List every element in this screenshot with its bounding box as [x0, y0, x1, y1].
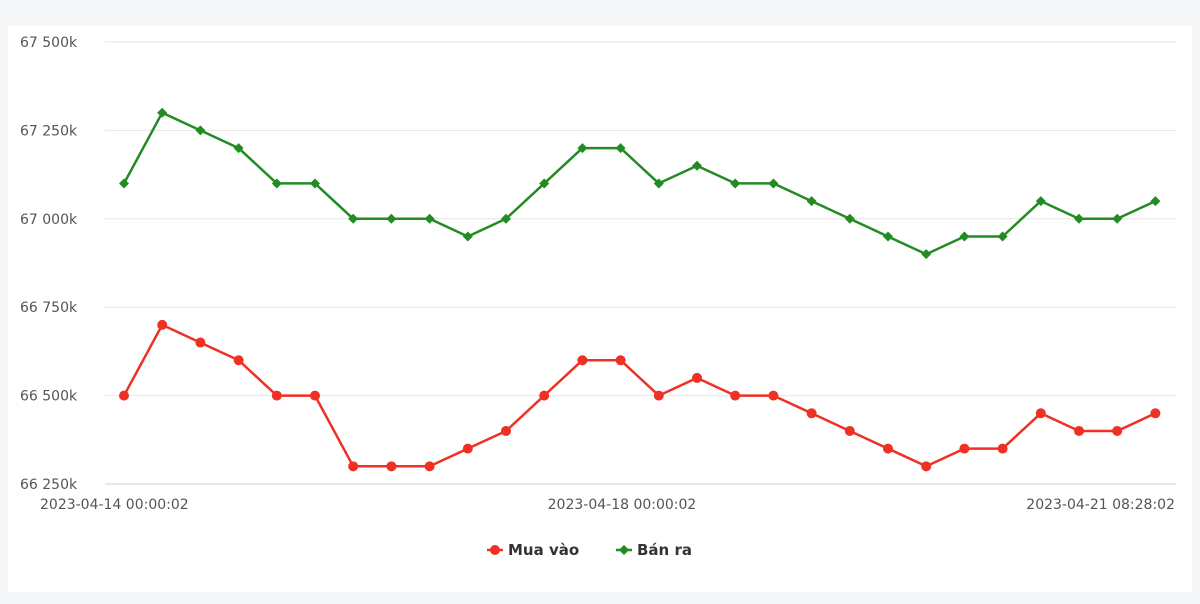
data-point[interactable] — [1035, 196, 1046, 207]
y-tick-label: 66 250k — [20, 477, 78, 493]
data-point[interactable] — [1112, 425, 1123, 436]
y-tick-label: 67 000k — [20, 212, 78, 228]
data-point[interactable] — [615, 355, 626, 366]
data-point[interactable] — [348, 461, 359, 472]
data-point[interactable] — [730, 390, 741, 401]
data-point[interactable] — [730, 178, 741, 189]
data-point[interactable] — [1035, 408, 1046, 419]
series-mua-vao[interactable] — [119, 319, 1161, 472]
legend-circle-icon — [490, 545, 500, 555]
data-point[interactable] — [119, 390, 129, 401]
x-tick-label: 2023-04-18 00:00:02 — [548, 497, 697, 513]
data-point[interactable] — [1074, 425, 1084, 436]
data-point[interactable] — [271, 390, 282, 401]
series-ban-ra[interactable] — [119, 107, 1161, 260]
data-point[interactable] — [806, 408, 817, 419]
data-point[interactable] — [959, 443, 970, 454]
x-tick-label: 2023-04-14 00:00:02 — [40, 497, 189, 513]
data-point[interactable] — [195, 337, 206, 348]
data-point[interactable] — [539, 178, 550, 189]
data-point[interactable] — [921, 461, 932, 472]
data-point[interactable] — [348, 213, 359, 224]
data-point[interactable] — [768, 178, 779, 189]
data-point[interactable] — [1150, 408, 1161, 419]
data-point[interactable] — [883, 231, 893, 242]
data-point[interactable] — [806, 196, 817, 207]
data-point[interactable] — [501, 213, 511, 224]
data-point[interactable] — [539, 390, 550, 401]
data-point[interactable] — [462, 231, 473, 242]
data-point[interactable] — [1150, 196, 1161, 207]
data-point[interactable] — [233, 143, 244, 154]
x-tick-label: 2023-04-21 08:28:02 — [1026, 497, 1175, 513]
data-point[interactable] — [577, 355, 588, 366]
data-point[interactable] — [157, 319, 168, 330]
legend[interactable]: Mua vào Bán ra — [487, 541, 692, 559]
data-point[interactable] — [386, 461, 397, 472]
data-point[interactable] — [233, 355, 244, 366]
data-point[interactable] — [844, 213, 855, 224]
legend-label: Mua vào — [508, 541, 579, 559]
data-point[interactable] — [1112, 213, 1123, 224]
grid — [105, 41, 1176, 485]
data-point[interactable] — [462, 443, 473, 454]
data-point[interactable] — [997, 443, 1008, 454]
x-axis-ticks: 2023-04-14 00:00:02 2023-04-18 00:00:02 20… — [40, 497, 1175, 513]
data-point[interactable] — [424, 213, 435, 224]
series-layer — [119, 107, 1161, 472]
legend-label: Bán ra — [637, 541, 692, 559]
data-point[interactable] — [653, 178, 664, 189]
data-point[interactable] — [501, 425, 511, 436]
data-point[interactable] — [157, 107, 168, 118]
data-point[interactable] — [844, 425, 855, 436]
data-point[interactable] — [386, 213, 397, 224]
legend-item-mua-vao[interactable]: Mua vào — [487, 541, 579, 559]
series-line — [122, 111, 1156, 256]
series-line — [122, 323, 1156, 468]
data-point[interactable] — [921, 249, 932, 260]
data-point[interactable] — [692, 160, 702, 171]
y-tick-label: 66 750k — [20, 300, 78, 316]
y-tick-label: 67 500k — [20, 35, 78, 51]
y-tick-label: 66 500k — [20, 389, 78, 405]
data-point[interactable] — [653, 390, 664, 401]
data-point[interactable] — [119, 178, 129, 189]
chart-card — [8, 26, 1192, 592]
data-point[interactable] — [577, 143, 588, 154]
data-point[interactable] — [692, 372, 702, 383]
data-point[interactable] — [424, 461, 435, 472]
data-point[interactable] — [1074, 213, 1084, 224]
legend-diamond-icon — [619, 545, 629, 555]
data-point[interactable] — [310, 178, 320, 189]
data-point[interactable] — [271, 178, 282, 189]
data-point[interactable] — [195, 125, 206, 136]
data-point[interactable] — [997, 231, 1008, 242]
data-point[interactable] — [768, 390, 779, 401]
y-axis-ticks: 67 500k 67 250k 67 000k 66 750k 66 500k 66 25… — [20, 35, 78, 493]
y-tick-label: 67 250k — [20, 123, 78, 139]
data-point[interactable] — [959, 231, 970, 242]
data-point[interactable] — [883, 443, 893, 454]
data-point[interactable] — [615, 143, 626, 154]
data-point[interactable] — [310, 390, 320, 401]
legend-item-ban-ra[interactable]: Bán ra — [616, 541, 692, 559]
